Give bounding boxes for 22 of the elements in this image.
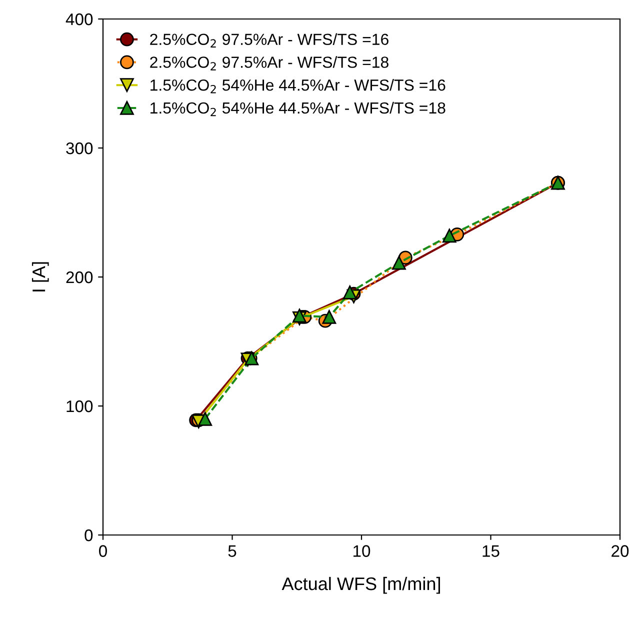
point bbox=[292, 308, 306, 323]
legend-label: 1.5%CO$_{2}$ 54%He 44.5%Ar - WFS/TS =18 bbox=[150, 102, 446, 116]
point bbox=[392, 256, 406, 270]
y-tick-label: 100 bbox=[66, 400, 93, 412]
x-tick-label: 5 bbox=[228, 545, 236, 557]
point bbox=[442, 228, 456, 243]
x-tick-label: 0 bbox=[99, 545, 107, 557]
y-tick-label: 0 bbox=[84, 529, 93, 542]
point bbox=[322, 310, 336, 324]
y-tick-label: 200 bbox=[66, 271, 93, 284]
x-tick-label: 20 bbox=[612, 545, 629, 557]
point bbox=[198, 412, 212, 426]
x-axis-title: Actual WFS [m/min] bbox=[282, 576, 440, 594]
y-tick-label: 300 bbox=[66, 142, 93, 154]
point bbox=[342, 286, 357, 300]
x-tick-label: 15 bbox=[482, 545, 500, 557]
legend-label: 1.5%CO$_{2}$ 54%He 44.5%Ar - WFS/TS =16 bbox=[150, 79, 446, 94]
x-tick-label: 10 bbox=[354, 545, 370, 557]
legend-label: 2.5%CO$_{2}$ 97.5%Ar - WFS/TS =16 bbox=[150, 33, 388, 48]
y-tick-label: 400 bbox=[66, 13, 93, 26]
legend-label: 2.5%CO$_{2}$ 97.5%Ar - WFS/TS =18 bbox=[150, 56, 388, 70]
y-axis-title: I [A] bbox=[32, 262, 49, 292]
